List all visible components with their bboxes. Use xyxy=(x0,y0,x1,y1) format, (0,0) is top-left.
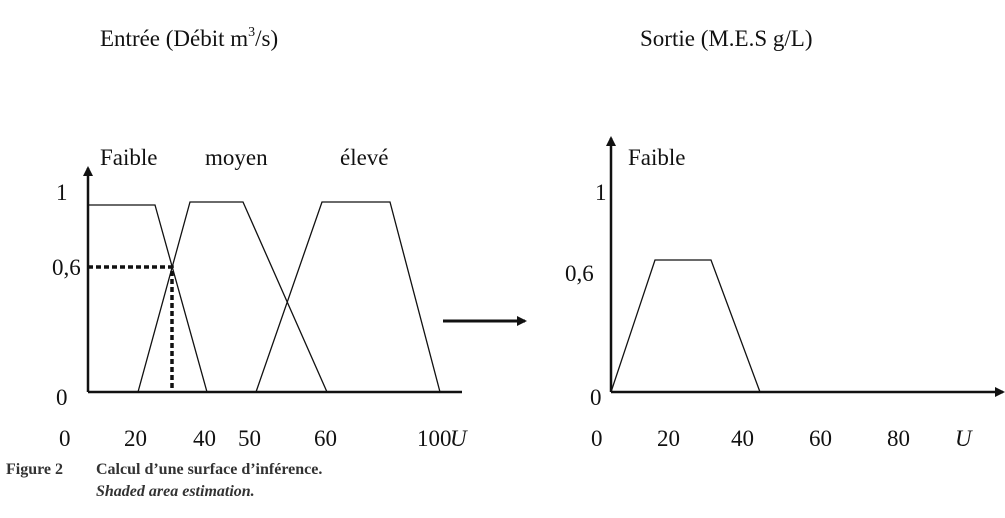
y-label: 1 xyxy=(595,180,607,205)
x-label: 40 xyxy=(731,426,754,451)
y-label: 0,6 xyxy=(52,255,81,280)
set-label: Faible xyxy=(628,145,686,170)
set-label: moyen xyxy=(205,145,268,170)
right-title: Sortie (M.E.S g/L) xyxy=(640,26,813,51)
set-label: Faible xyxy=(100,145,158,170)
y-label: 0,6 xyxy=(565,261,594,286)
x-label: 0 xyxy=(591,426,603,451)
caption-subtitle: Shaded area estimation. xyxy=(96,483,255,500)
x-label: 100 xyxy=(417,426,452,451)
x-axis-name: U xyxy=(955,426,973,451)
set-label: élevé xyxy=(340,145,389,170)
x-label: 20 xyxy=(657,426,680,451)
x-label: 40 xyxy=(193,426,216,451)
x-label: 50 xyxy=(238,426,261,451)
caption-title: Calcul d’une surface d’inférence. xyxy=(96,461,322,478)
left-title: Entrée (Débit m3/s) xyxy=(100,25,278,51)
membership-moyen xyxy=(137,201,328,393)
membership-eleve xyxy=(255,201,441,393)
x-axis-name: U xyxy=(450,426,468,451)
cut-line xyxy=(88,265,174,392)
x-label: 60 xyxy=(809,426,832,451)
figure-number: Figure 2 xyxy=(6,461,63,478)
x-label: 60 xyxy=(314,426,337,451)
x-label: 80 xyxy=(887,426,910,451)
y-label: 1 xyxy=(56,180,68,205)
x-label: 0 xyxy=(59,426,71,451)
x-label: 20 xyxy=(124,426,147,451)
y-label: 0 xyxy=(590,385,602,410)
y-label: 0 xyxy=(56,385,68,410)
membership-output xyxy=(610,259,761,393)
membership-faible xyxy=(88,204,208,393)
